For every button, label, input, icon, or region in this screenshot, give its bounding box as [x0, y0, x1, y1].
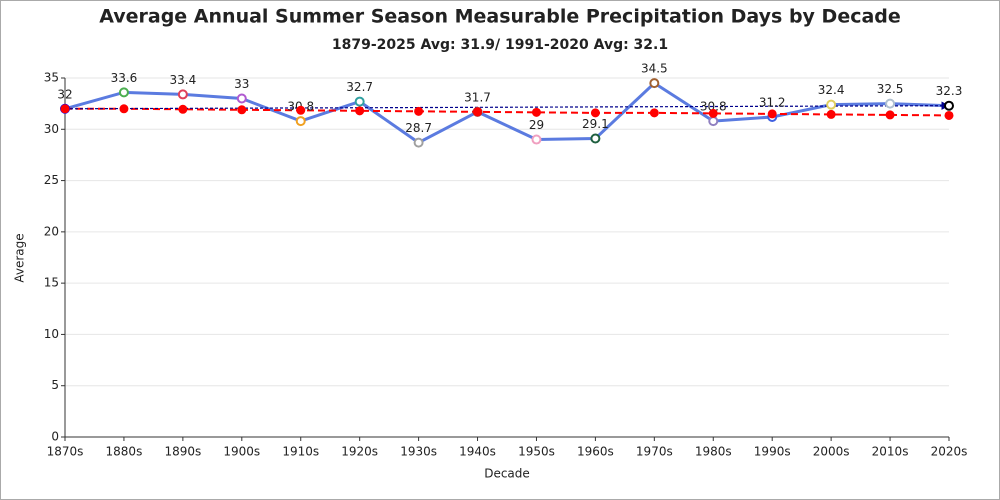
x-tick-label: 1990s: [754, 445, 791, 459]
data-point: [473, 107, 483, 117]
data-point: [355, 106, 365, 116]
y-tick-label: 20: [44, 224, 59, 238]
chart-title: Average Annual Summer Season Measurable …: [99, 6, 901, 28]
data-point: [649, 108, 659, 118]
x-tick-label: 1910s: [282, 445, 319, 459]
data-label: 30.8: [700, 100, 727, 114]
x-tick-label: 1960s: [577, 445, 614, 459]
data-point: [237, 105, 247, 115]
y-tick-label: 25: [44, 173, 59, 187]
data-label: 34.5: [641, 62, 668, 76]
data-point: [414, 106, 424, 116]
data-point: [118, 87, 129, 98]
data-label: 32.5: [877, 82, 904, 96]
y-tick-label: 10: [44, 327, 59, 341]
data-point: [531, 107, 541, 117]
data-point: [119, 104, 129, 114]
data-point: [885, 110, 895, 120]
data-label: 33.4: [170, 73, 197, 87]
data-label: 28.7: [405, 121, 432, 135]
data-point: [885, 98, 896, 109]
data-point: [178, 104, 188, 114]
x-tick-label: 1950s: [518, 445, 555, 459]
data-point: [177, 89, 188, 100]
y-tick-label: 0: [51, 430, 59, 444]
data-label: 31.7: [464, 90, 491, 104]
data-point: [708, 108, 718, 118]
y-tick-label: 5: [51, 378, 59, 392]
data-point: [649, 78, 660, 89]
average-arrow: [64, 101, 950, 110]
data-point: [236, 93, 247, 104]
x-tick-label: 1880s: [106, 445, 143, 459]
data-point: [944, 100, 954, 111]
data-label: 32.3: [936, 84, 963, 98]
x-tick-label: 1890s: [164, 445, 201, 459]
x-tick-label: 1930s: [400, 445, 437, 459]
x-tick-label: 1870s: [47, 445, 84, 459]
x-tick-label: 1940s: [459, 445, 496, 459]
x-tick-label: 1970s: [636, 445, 673, 459]
data-point: [296, 105, 306, 115]
data-label: 32.7: [346, 80, 373, 94]
data-label: 33.6: [111, 71, 138, 85]
data-point: [60, 104, 70, 114]
data-point: [590, 108, 600, 118]
data-point: [767, 109, 777, 119]
x-tick-label: 2000s: [813, 445, 850, 459]
data-label: 33: [234, 77, 249, 91]
data-point: [413, 137, 424, 148]
y-tick-label: 35: [44, 71, 59, 85]
x-tick-label: 2020s: [931, 445, 968, 459]
x-tick-label: 1980s: [695, 445, 732, 459]
data-point: [590, 133, 601, 144]
data-point: [295, 116, 306, 127]
y-tick-label: 15: [44, 276, 59, 290]
data-label: 31.2: [759, 95, 786, 109]
series-line: [65, 107, 950, 117]
x-tick-label: 1900s: [223, 445, 260, 459]
y-axis-label: Average: [13, 233, 27, 282]
series-line: [64, 81, 950, 145]
y-tick-label: 30: [44, 122, 59, 136]
data-point: [826, 109, 836, 119]
data-point: [826, 99, 837, 110]
data-label: 32: [57, 87, 72, 101]
data-point: [944, 110, 954, 120]
x-tick-label: 1920s: [341, 445, 378, 459]
data-label: 32.4: [818, 83, 845, 97]
data-label: 29: [529, 118, 544, 132]
data-point: [354, 96, 365, 107]
data-point: [531, 134, 542, 145]
data-label: 29.1: [582, 117, 609, 131]
data-point: [708, 116, 719, 127]
x-tick-label: 2010s: [872, 445, 909, 459]
chart-subtitle: 1879-2025 Avg: 31.9/ 1991-2020 Avg: 32.1: [332, 37, 668, 53]
x-axis-label: Decade: [484, 467, 530, 481]
